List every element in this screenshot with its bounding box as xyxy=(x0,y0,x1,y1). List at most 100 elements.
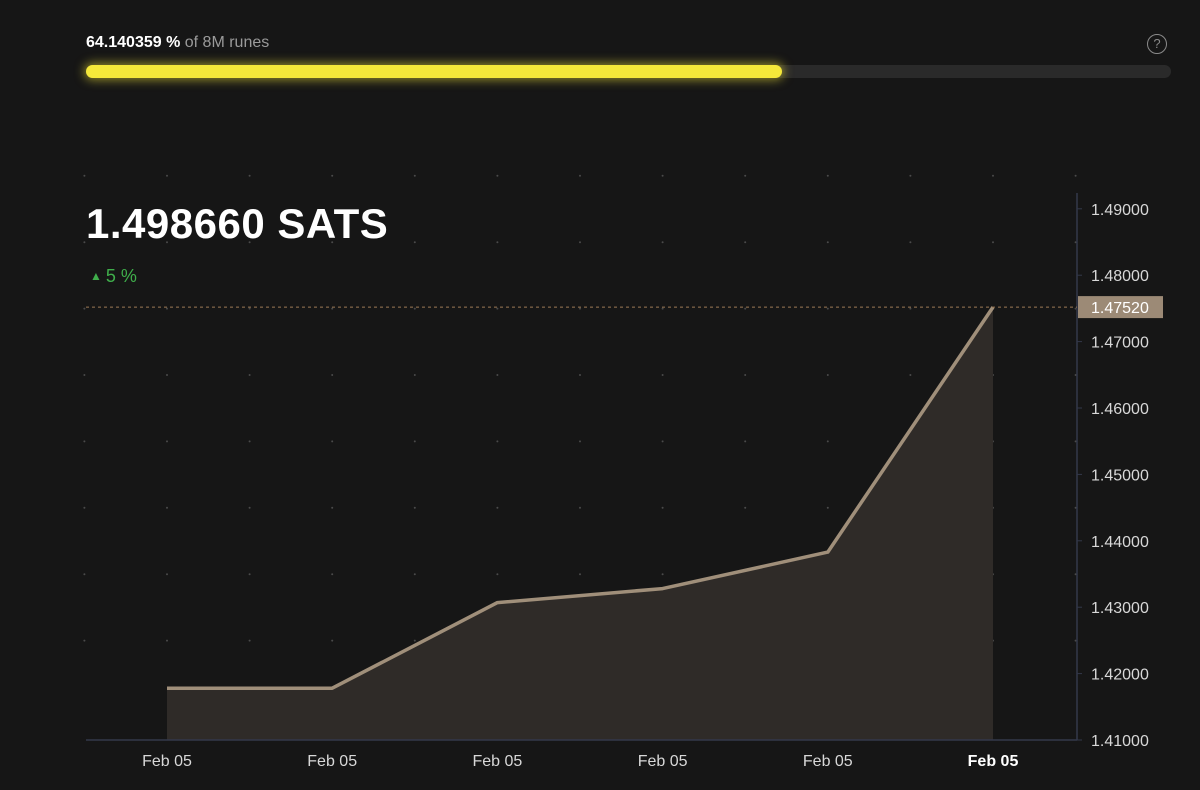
grid-dot xyxy=(83,639,86,642)
grid-dot xyxy=(248,639,251,642)
grid-dot xyxy=(992,241,994,244)
price-line xyxy=(167,306,995,690)
grid-dot xyxy=(83,241,86,244)
grid-dot xyxy=(413,374,416,376)
grid-dot xyxy=(661,307,664,310)
x-tick-label: Feb 05 xyxy=(142,753,192,770)
grid-dot xyxy=(413,241,416,244)
grid-dot xyxy=(1074,573,1077,576)
grid-dot xyxy=(331,506,334,509)
grid-dot xyxy=(1074,374,1077,376)
grid-dot xyxy=(1074,241,1077,244)
current-price-tag-label: 1.47520 xyxy=(1091,300,1149,317)
grid-dot xyxy=(661,440,664,443)
current-price: 1.498660 SATS xyxy=(86,200,389,247)
grid-dot xyxy=(248,374,251,376)
grid-dot xyxy=(248,307,251,310)
grid-dot xyxy=(166,374,168,376)
grid-dot xyxy=(579,506,581,509)
grid-dot xyxy=(744,241,747,244)
grid-dot xyxy=(496,506,499,509)
grid-dot xyxy=(579,307,581,310)
grid-dot xyxy=(826,307,829,310)
supply-progress-fill xyxy=(86,65,782,78)
grid-dot xyxy=(744,307,747,310)
supply-suffix: of 8M runes xyxy=(184,34,270,51)
grid-dot xyxy=(909,307,912,310)
price-change: ▲ 5 % xyxy=(90,266,137,287)
grid-dot xyxy=(331,241,334,244)
grid-dot xyxy=(826,241,829,244)
y-tick-label: 1.45000 xyxy=(1091,467,1149,484)
grid-dot xyxy=(496,174,499,177)
grid-dot xyxy=(248,440,251,443)
grid-dot xyxy=(496,241,499,244)
grid-dot xyxy=(826,506,829,509)
y-tick-label: 1.47000 xyxy=(1091,335,1149,352)
grid-dot xyxy=(166,174,168,177)
grid-dot xyxy=(248,174,251,177)
y-tick-label: 1.46000 xyxy=(1091,401,1149,418)
grid-dot xyxy=(826,374,829,376)
grid-dot xyxy=(83,440,86,443)
grid-dot xyxy=(579,174,581,177)
y-tick-label: 1.44000 xyxy=(1091,534,1149,551)
grid-dot xyxy=(661,374,664,376)
grid-dot xyxy=(661,241,664,244)
grid-dot xyxy=(909,374,912,376)
x-tick-label: Feb 05 xyxy=(307,753,357,770)
grid-dot xyxy=(579,374,581,376)
grid-dot xyxy=(83,174,86,177)
grid-dot xyxy=(331,639,334,642)
y-tick-label: 1.48000 xyxy=(1091,268,1149,285)
grid-dot xyxy=(744,174,747,177)
grid-dot xyxy=(166,506,168,509)
grid-dot xyxy=(331,573,334,576)
grid-dot xyxy=(661,506,664,509)
grid-dot xyxy=(1074,440,1077,443)
grid-dot xyxy=(413,440,416,443)
grid-dot xyxy=(331,374,334,376)
grid-dot xyxy=(826,440,829,443)
x-tick-label: Feb 05 xyxy=(968,753,1019,770)
grid-dot xyxy=(413,639,416,642)
grid-dot xyxy=(331,307,334,310)
grid-dot xyxy=(496,573,499,576)
grid-dot xyxy=(909,174,912,177)
current-price-tag xyxy=(1078,296,1163,319)
triangle-up-icon: ▲ xyxy=(90,269,102,283)
grid-dot xyxy=(909,241,912,244)
grid-dot xyxy=(1074,506,1077,509)
grid-dot xyxy=(661,573,664,576)
grid-dot xyxy=(744,440,747,443)
grid-dot xyxy=(83,573,86,576)
x-tick-label: Feb 05 xyxy=(472,753,522,770)
grid-dot xyxy=(413,573,416,576)
y-tick-label: 1.42000 xyxy=(1091,667,1149,684)
question-circle-icon[interactable]: ? xyxy=(1147,34,1167,54)
grid-dot xyxy=(744,506,747,509)
grid-dot xyxy=(579,241,581,244)
supply-progress-label: 64.140359 % of 8M runes xyxy=(86,34,269,52)
grid-dot xyxy=(83,307,86,310)
grid-dot xyxy=(579,440,581,443)
grid-dot xyxy=(166,573,168,576)
grid-dot xyxy=(496,440,499,443)
y-tick-label: 1.41000 xyxy=(1091,733,1149,750)
grid-dot xyxy=(331,174,334,177)
grid-dot xyxy=(166,639,168,642)
grid-dot xyxy=(744,374,747,376)
x-tick-label: Feb 05 xyxy=(803,753,853,770)
y-tick-label: 1.49000 xyxy=(1091,202,1149,219)
grid-dot xyxy=(248,241,251,244)
grid-dot xyxy=(83,374,86,376)
y-tick-label: 1.43000 xyxy=(1091,600,1149,617)
grid-dot xyxy=(579,573,581,576)
grid-dot xyxy=(1074,307,1077,310)
grid-dot xyxy=(166,307,168,310)
price-area xyxy=(167,307,993,740)
grid-dot xyxy=(496,374,499,376)
grid-dot xyxy=(992,174,994,177)
grid-dot xyxy=(166,241,168,244)
